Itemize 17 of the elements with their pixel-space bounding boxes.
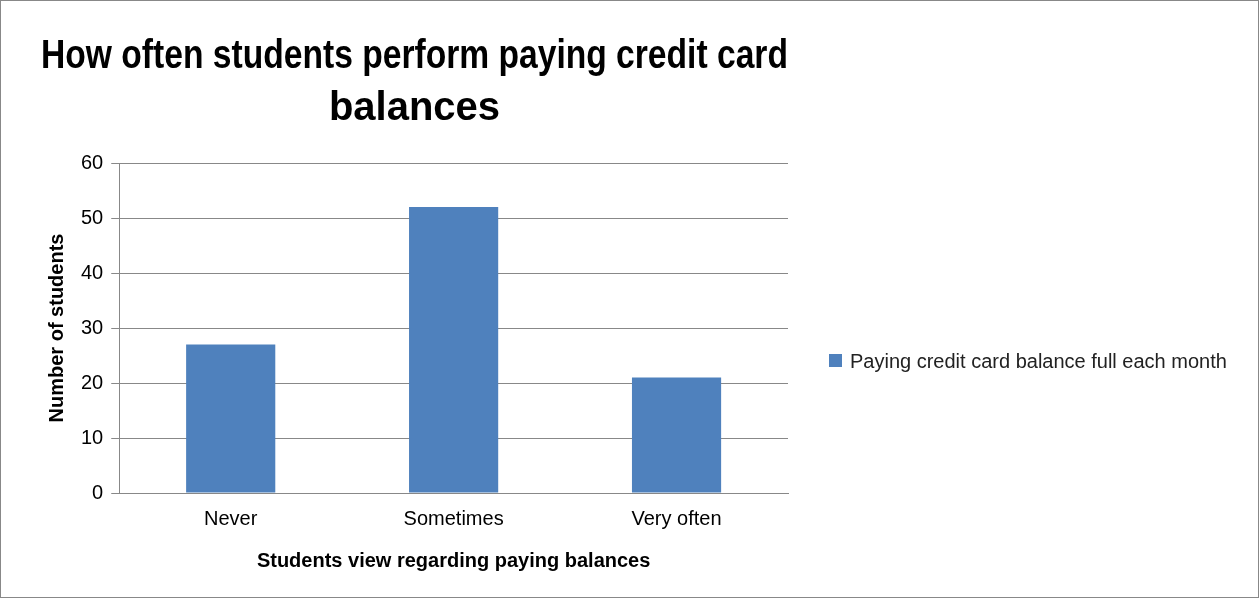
y-tick-label: 40	[81, 260, 104, 283]
y-tick-label: 10	[81, 425, 104, 448]
bar	[409, 207, 499, 493]
chart-title: How often students perform paying credit card balances	[41, 32, 788, 129]
x-tick-label: Very often	[631, 506, 722, 529]
y-tick-label: 60	[81, 150, 104, 173]
x-tick-label: Sometimes	[403, 506, 504, 529]
bar	[631, 377, 722, 493]
bar	[186, 344, 276, 493]
y-axis-title: Number of students	[44, 233, 67, 423]
y-tick-label: 50	[81, 205, 104, 228]
y-tick-label: 20	[81, 370, 104, 393]
y-tick-label: 30	[81, 315, 104, 338]
legend-label: Paying credit card balance full each month	[850, 349, 1227, 374]
x-tick-label: Never	[204, 506, 258, 529]
x-axis-title: Students view regarding paying balances	[256, 548, 651, 571]
y-tick-label: 0	[92, 480, 104, 503]
